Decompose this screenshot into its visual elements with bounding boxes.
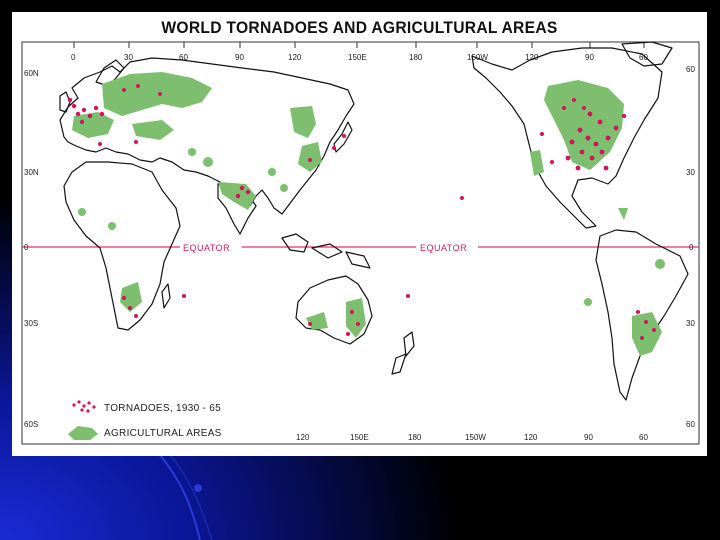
map-panel: EQUATOR EQUATOR 0 30 60 90 120 150E 180 … [12,12,707,456]
greenland [621,41,673,67]
lon-label: 60 [639,433,648,442]
lat-label: 0 [689,243,694,252]
top-longitude-labels: 0 30 60 90 120 150E 180 150W 120 90 60 [71,53,648,62]
lat-label: 30 [686,168,695,177]
lat-label: 0 [24,243,29,252]
lon-label: 30 [124,53,133,62]
left-latitude-labels: 60N 30N 0 30S 60S [24,69,39,429]
lat-label: 60 [686,65,695,74]
legend-tornado-label: TORNADOES, 1930 - 65 [104,403,221,414]
bottom-longitude-labels: 120 150E 180 150W 120 90 60 [296,433,648,442]
lat-label: 30 [686,319,695,328]
world-map: EQUATOR EQUATOR 0 30 60 90 120 150E 180 … [21,41,700,445]
tornado-markers [67,84,656,340]
lon-label: 120 [288,53,302,62]
lat-label: 30N [24,168,39,177]
lon-label: 120 [524,433,538,442]
lon-label: 180 [408,433,422,442]
lon-label: 90 [584,433,593,442]
legend-agriculture-label: AGRICULTURAL AREAS [104,428,222,439]
lat-label: 60 [686,420,695,429]
lon-label: 120 [296,433,310,442]
agricultural-areas [72,72,665,356]
japan [333,121,353,153]
lon-label: 150W [465,433,486,442]
madagascar [161,283,171,309]
north-america-coastline [471,47,663,229]
africa-coastline [63,161,181,331]
legend-agriculture-swatch [68,426,98,440]
lon-label: 60 [639,53,648,62]
southeast-asia-islands [281,233,371,269]
lat-label: 30S [24,319,38,328]
lon-label: 180 [409,53,423,62]
equator-label-left: EQUATOR [183,243,230,253]
lon-label: 90 [235,53,244,62]
lon-label: 150E [350,433,369,442]
lon-label: 150W [467,53,488,62]
lon-label: 90 [585,53,594,62]
lat-label: 60S [24,420,38,429]
lon-label: 0 [71,53,76,62]
equator-label-right: EQUATOR [420,243,467,253]
lon-label: 60 [179,53,188,62]
slide-decoration [159,455,213,540]
new-zealand [391,331,415,375]
coastlines [59,41,689,401]
lat-label: 60N [24,69,39,78]
right-latitude-labels: 60 30 0 30 60 [686,65,695,429]
eurasia-coastline [59,57,355,215]
map-title: WORLD TORNADOES AND AGRICULTURAL AREAS [161,18,558,37]
lon-label: 120 [525,53,539,62]
legend: TORNADOES, 1930 - 65 AGRICULTURAL AREAS [68,400,222,440]
australia-coastline [295,275,373,345]
british-isles [59,91,71,113]
legend-tornado-swatch [72,400,96,413]
lon-label: 150E [348,53,367,62]
